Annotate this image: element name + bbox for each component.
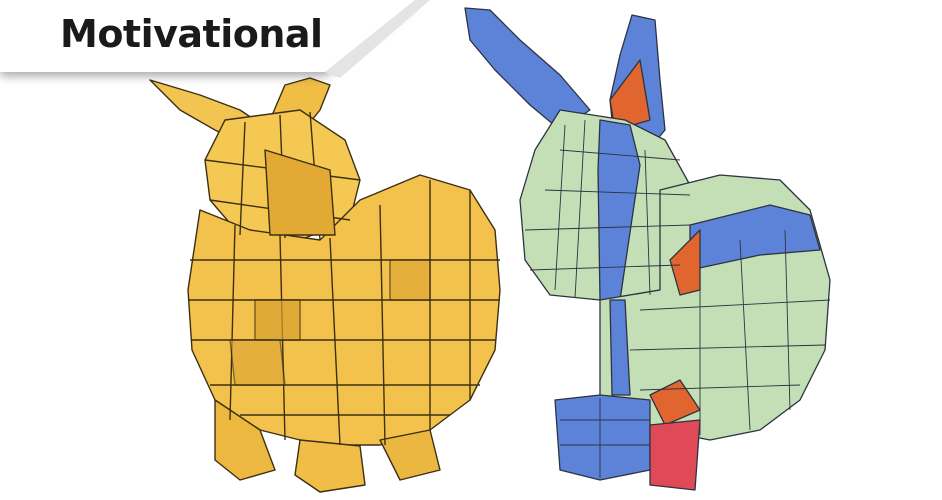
right-bunny-quad-layout	[464, 7, 831, 491]
left-bunny-mesh	[149, 77, 501, 493]
title-banner	[0, 0, 430, 78]
page-title: Motivational	[60, 12, 323, 56]
